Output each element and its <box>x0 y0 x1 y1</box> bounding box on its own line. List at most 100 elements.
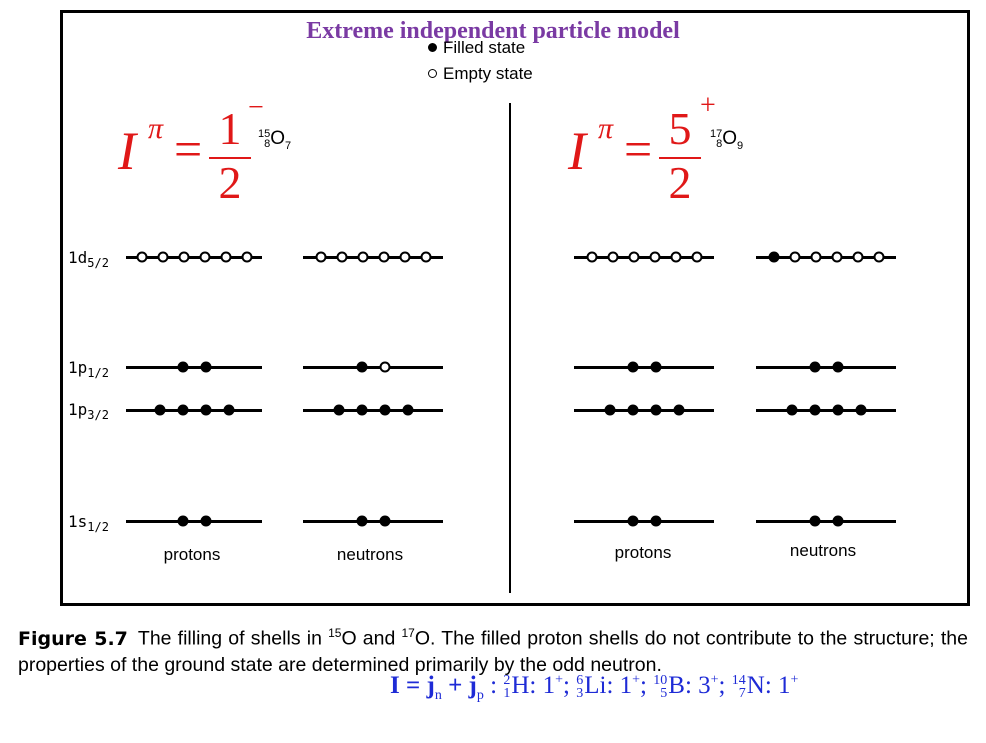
filled-state-dot <box>356 515 367 527</box>
level-label-1p12: 1p1/2 <box>68 358 109 380</box>
empty-state-dot <box>420 251 431 263</box>
level-j: 1/2 <box>87 520 109 535</box>
caption-text: O and <box>341 627 402 650</box>
atomic-number: 8 <box>264 137 271 150</box>
spin-numerator: 5 <box>668 103 692 154</box>
caption-text: The filling of shells in <box>137 627 329 650</box>
item-parity: + <box>710 672 719 688</box>
item-spin: 3 <box>698 672 711 699</box>
item-element: H <box>511 672 530 699</box>
formula-item: 2 1H: 1+ <box>503 672 564 702</box>
empty-state-dot <box>810 251 821 263</box>
formula-sub: n <box>434 688 442 703</box>
empty-state-dot <box>315 251 326 263</box>
shell-line-right_protons-p32 <box>574 409 714 412</box>
spin-denominator: 2 <box>218 157 242 208</box>
empty-state-dot <box>831 251 842 263</box>
right-neutrons-label: neutrons <box>789 541 857 560</box>
item-z: 5 <box>660 686 668 702</box>
empty-state-dot <box>157 251 168 263</box>
caption-mass: 17 <box>401 626 415 640</box>
empty-state-dot <box>399 251 410 263</box>
item-mass: 6 <box>576 673 584 689</box>
shell-line-left_neutrons-p32 <box>303 409 443 412</box>
item-z: 3 <box>576 686 584 702</box>
item-spin: 1 <box>542 672 556 699</box>
filled-state-dot <box>200 404 211 416</box>
filled-state-dot <box>650 404 661 416</box>
filled-dot-icon <box>428 43 437 52</box>
empty-state-dot <box>379 361 390 373</box>
item-mass: 14 <box>731 673 746 689</box>
filled-state-dot <box>809 361 820 373</box>
filled-state-dot <box>786 404 797 416</box>
shell-line-right_protons-s12 <box>574 520 714 523</box>
formula-item: 10 5B: 3+ <box>653 672 719 702</box>
filled-state-dot <box>379 515 390 527</box>
left-neutrons-label: neutrons <box>336 545 404 564</box>
item-parity: + <box>555 672 564 688</box>
left-nucleus-label: 15 8O7 <box>258 128 291 152</box>
formula-item: 14 7N: 1+ <box>731 672 799 702</box>
atomic-number: 8 <box>716 137 723 150</box>
parity-symbol: π <box>598 112 614 145</box>
filled-state-dot <box>627 515 638 527</box>
parity-sign: − <box>248 92 264 123</box>
filled-state-dot <box>356 404 367 416</box>
filled-state-dot <box>200 515 211 527</box>
empty-state-dot <box>670 251 681 263</box>
right-nucleus-label: 17 8O9 <box>710 128 743 152</box>
shell-line-right_neutrons-s12 <box>756 520 896 523</box>
empty-state-dot <box>586 251 597 263</box>
empty-state-dot <box>357 251 368 263</box>
figure-number: Figure 5.7 <box>18 627 128 650</box>
filled-state-dot <box>177 404 188 416</box>
shell-line-left_protons-d52 <box>126 256 262 259</box>
filled-state-dot <box>627 404 638 416</box>
left-protons-label: protons <box>163 545 221 564</box>
level-label-1d52: 1d5/2 <box>68 248 109 270</box>
fraction-bar <box>209 157 251 159</box>
filled-state-dot <box>673 404 684 416</box>
item-spin: 1 <box>778 672 791 699</box>
element-symbol: O <box>722 128 738 149</box>
level-label-1s12: 1s1/2 <box>68 512 109 534</box>
right-protons-label: protons <box>614 543 672 562</box>
diagram-title: Extreme independent particle model <box>306 18 680 44</box>
empty-state-dot <box>336 251 347 263</box>
empty-state-dot <box>789 251 800 263</box>
filled-state-dot <box>832 361 843 373</box>
empty-state-dot <box>378 251 389 263</box>
filled-state-dot <box>768 251 779 263</box>
filled-state-dot <box>809 515 820 527</box>
formula-item: 6 3Li: 1+ <box>576 672 641 702</box>
filled-state-dot <box>154 404 165 416</box>
legend-filled-label: Filled state <box>443 38 526 57</box>
spin-denominator: 2 <box>668 157 692 208</box>
shell-line-right_neutrons-p12 <box>756 366 896 369</box>
level-j: 5/2 <box>87 256 109 271</box>
empty-state-dot <box>852 251 863 263</box>
shell-line-left_protons-p32 <box>126 409 262 412</box>
item-mass: 2 <box>503 673 511 689</box>
formula-lhs: I = j <box>390 672 435 699</box>
filled-state-dot <box>809 404 820 416</box>
empty-dot-icon <box>428 69 437 78</box>
level-name: 1p <box>68 400 88 419</box>
item-element: Li <box>584 672 607 699</box>
item-z: 1 <box>503 686 511 702</box>
filled-state-dot <box>356 361 367 373</box>
filled-state-dot <box>832 515 843 527</box>
shell-line-right_neutrons-p32 <box>756 409 896 412</box>
empty-state-dot <box>649 251 660 263</box>
formula-separator: ; <box>563 672 577 699</box>
legend-filled: Filled state <box>428 38 525 58</box>
empty-state-dot <box>178 251 189 263</box>
formula-colon: : <box>483 672 504 699</box>
shell-line-left_neutrons-s12 <box>303 520 443 523</box>
spin-numerator: 1 <box>218 103 242 154</box>
filled-state-dot <box>604 404 615 416</box>
empty-state-dot <box>199 251 210 263</box>
neutron-number: 9 <box>737 139 744 152</box>
filled-state-dot <box>379 404 390 416</box>
